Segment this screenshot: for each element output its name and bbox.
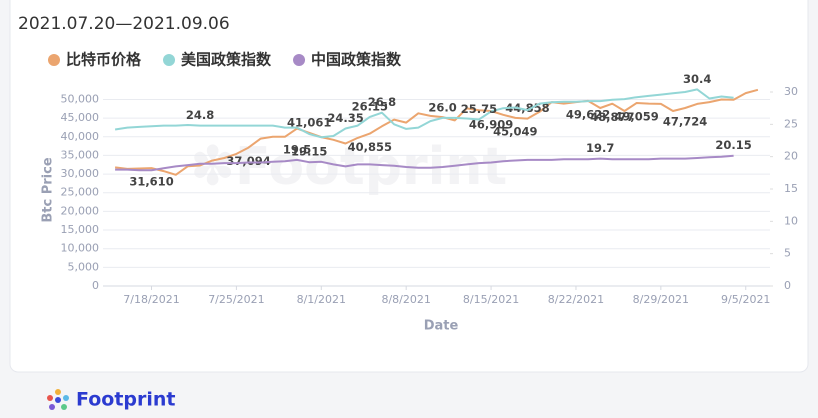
logo-dot (63, 395, 69, 401)
data-label: 47,724 (663, 114, 707, 128)
data-label: 46,909 (469, 117, 513, 131)
logo-dot (47, 395, 53, 401)
legend-label: 中国政策指数 (311, 51, 402, 69)
data-label: 30.4 (683, 72, 711, 86)
data-label: 25.75 (461, 102, 497, 116)
x-tick-label: 8/22/2021 (548, 293, 604, 306)
y-tick-label: 25,000 (61, 186, 100, 199)
data-label: 24.8 (186, 108, 214, 122)
logo-dot (61, 404, 67, 410)
legend-label: 美国政策指数 (181, 51, 272, 69)
data-label: 19.15 (291, 145, 327, 159)
legend-swatch (163, 54, 176, 66)
y-tick-label: 15,000 (61, 223, 100, 236)
series-line (114, 88, 734, 139)
y2-tick-label: 10 (784, 214, 798, 227)
watermark-text: Footprint (235, 137, 507, 197)
x-tick-label: 8/8/2021 (381, 293, 430, 306)
y-tick-label: 35,000 (61, 148, 100, 161)
data-label: 45,049 (493, 124, 537, 138)
y-tick-label: 20,000 (61, 204, 100, 217)
x-tick-label: 9/5/2021 (721, 293, 770, 306)
data-label: 20.15 (715, 138, 751, 152)
x-tick-label: 8/29/2021 (633, 293, 689, 306)
y-axis-title: Btc Price (41, 157, 56, 222)
x-tick-label: 8/15/2021 (463, 293, 519, 306)
y-tick-label: 40,000 (61, 130, 100, 143)
x-tick-label: 7/25/2021 (208, 293, 264, 306)
card (9, 0, 809, 373)
data-label: 31,610 (129, 175, 173, 189)
y2-tick-label: 0 (784, 279, 791, 292)
y-tick-label: 0 (92, 279, 99, 292)
y-tick-label: 30,000 (61, 167, 100, 180)
data-label: 19.5 (283, 142, 311, 156)
y-tick-label: 45,000 (61, 111, 100, 124)
data-label: 48,877 (590, 110, 634, 124)
data-label: 40,855 (348, 140, 392, 154)
logo-dot (49, 404, 55, 410)
y2-tick-label: 25 (784, 117, 798, 130)
data-label: 49,622 (566, 107, 610, 121)
x-tick-label: 8/1/2021 (297, 293, 346, 306)
data-label: 49,059 (614, 109, 658, 123)
y2-tick-label: 20 (784, 150, 798, 163)
legend-swatch (48, 54, 60, 66)
y2-tick-label: 5 (784, 247, 791, 260)
legend-label: 比特币价格 (66, 51, 142, 69)
data-label: 19.7 (586, 141, 614, 155)
x-tick-label: 7/18/2021 (123, 293, 179, 306)
y-tick-label: 50,000 (61, 92, 100, 105)
data-label: 41,061 (287, 115, 331, 129)
legend-swatch (293, 54, 306, 66)
series-line (114, 88, 759, 176)
data-label: 26.15 (352, 99, 388, 113)
data-label: 26.8 (368, 95, 396, 109)
x-axis-title: Date (424, 319, 459, 334)
y2-tick-label: 30 (784, 85, 798, 98)
subtitle: 2021.07.20—2021.09.06 (18, 14, 230, 34)
series-line (115, 154, 734, 172)
logo (47, 389, 69, 410)
brand: Footprint (76, 389, 176, 411)
y-tick-label: 5,000 (68, 260, 100, 273)
data-label: 24.35 (327, 111, 363, 125)
y-tick-label: 10,000 (61, 242, 100, 255)
data-label: 26.0 (428, 100, 456, 114)
logo-dot (55, 397, 61, 403)
data-label: 37,094 (226, 154, 270, 168)
y2-tick-label: 15 (784, 182, 798, 195)
logo-dot (55, 389, 61, 395)
